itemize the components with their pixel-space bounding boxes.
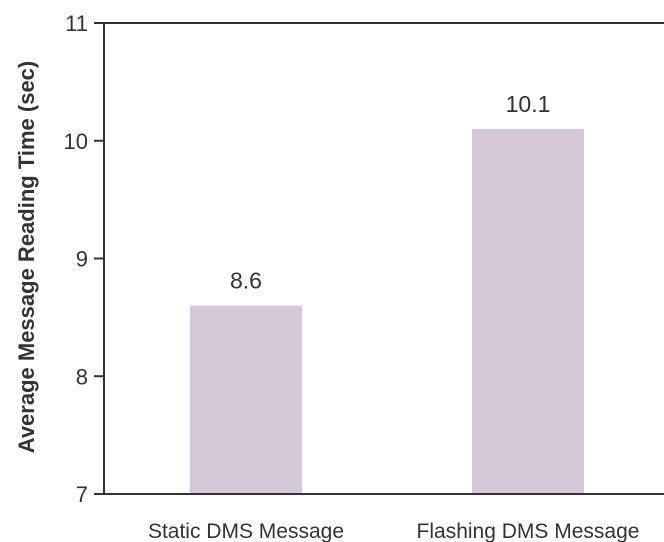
bars-group bbox=[190, 129, 584, 494]
bar bbox=[190, 306, 302, 494]
category-labels-group: Static DMS Message Flashing DMS Message bbox=[148, 520, 640, 542]
y-tick-label: 11 bbox=[65, 11, 88, 36]
y-axis-ticks: 7 8 9 10 11 bbox=[64, 11, 104, 507]
y-tick-label: 7 bbox=[76, 482, 88, 507]
data-label: 8.6 bbox=[230, 268, 262, 294]
y-axis-label: Average Message Reading Time (sec) bbox=[14, 61, 39, 454]
data-label: 10.1 bbox=[506, 91, 551, 117]
y-tick-label: 8 bbox=[76, 364, 88, 389]
bar bbox=[472, 129, 584, 494]
y-tick-label: 9 bbox=[76, 247, 88, 272]
y-tick-label: 10 bbox=[64, 129, 88, 154]
category-label: Static DMS Message bbox=[148, 520, 344, 542]
category-label: Flashing DMS Message bbox=[417, 520, 640, 542]
